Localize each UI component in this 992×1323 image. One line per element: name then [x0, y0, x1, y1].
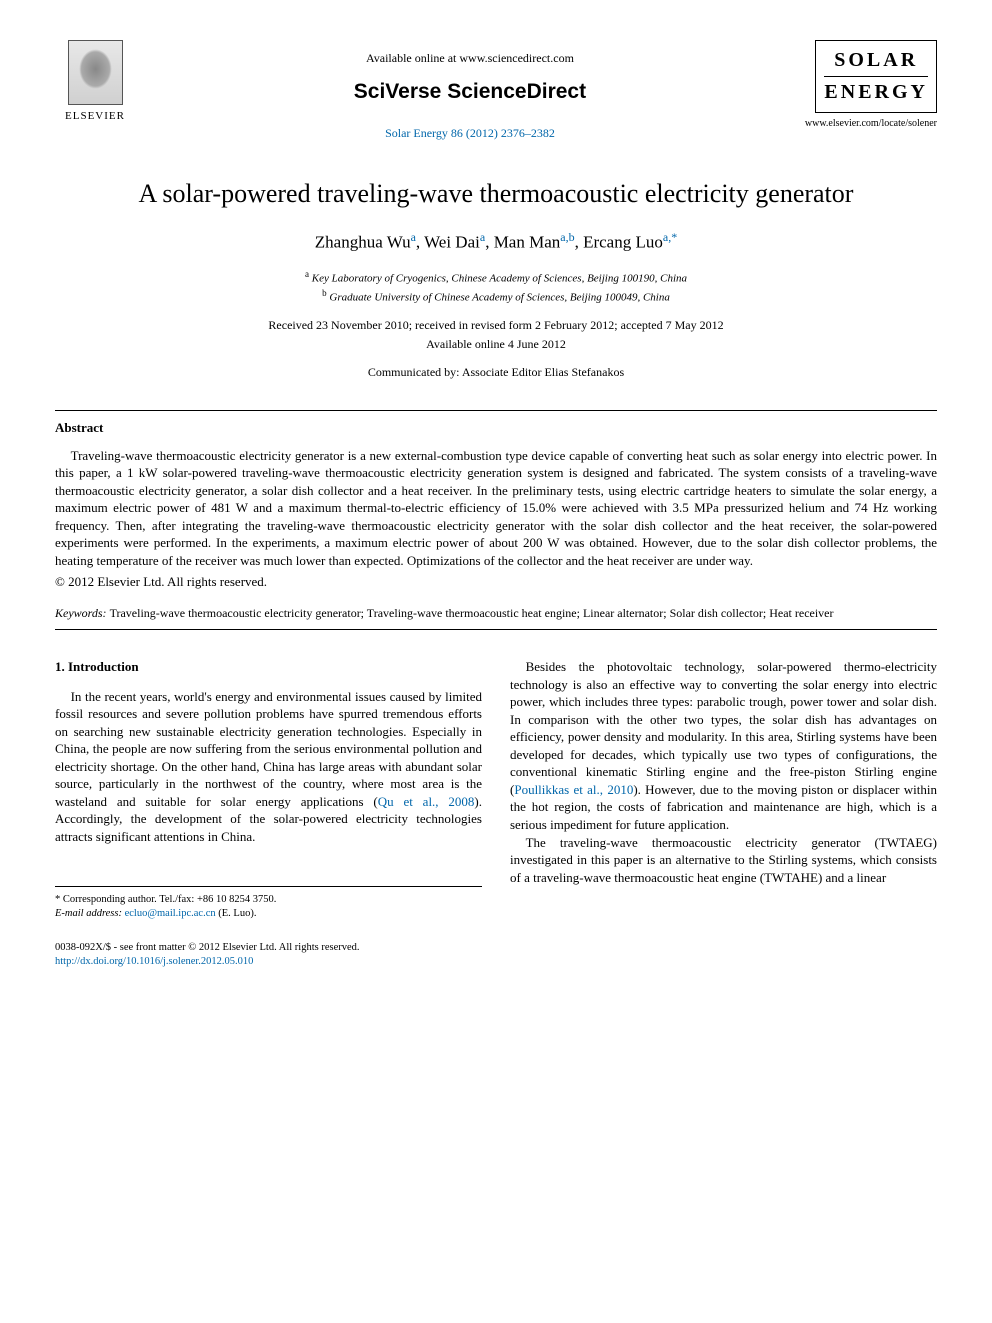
- affil-mark: a: [480, 230, 485, 244]
- keywords-list: Traveling-wave thermoacoustic electricit…: [110, 606, 834, 620]
- affiliation-line: a Key Laboratory of Cryogenics, Chinese …: [55, 268, 937, 287]
- citation-link[interactable]: Qu et al., 2008: [378, 794, 475, 809]
- affil-label: a: [305, 269, 309, 279]
- keywords: Keywords: Traveling-wave thermoacoustic …: [55, 605, 937, 621]
- citation-link[interactable]: Poullikkas et al., 2010: [514, 782, 633, 797]
- received-dates: Received 23 November 2010; received in r…: [55, 317, 937, 333]
- email-name: (E. Luo).: [218, 908, 256, 919]
- elsevier-tree-icon: [68, 40, 123, 105]
- issn-line: 0038-092X/$ - see front matter © 2012 El…: [55, 941, 482, 955]
- publisher-logo: ELSEVIER: [55, 40, 135, 124]
- column-right: Besides the photovoltaic technology, sol…: [510, 658, 937, 969]
- keywords-label: Keywords:: [55, 606, 107, 620]
- abstract-text: Traveling-wave thermoacoustic electricit…: [55, 447, 937, 570]
- body-columns: 1. Introduction In the recent years, wor…: [55, 658, 937, 969]
- journal-logo: SOLAR ENERGY: [815, 40, 937, 113]
- available-online-text: Available online at www.sciencedirect.co…: [135, 50, 805, 66]
- affil-text: Key Laboratory of Cryogenics, Chinese Ac…: [312, 273, 687, 285]
- platform-name: SciVerse ScienceDirect: [135, 78, 805, 106]
- journal-url: www.elsevier.com/locate/solener: [805, 117, 937, 131]
- page-header: ELSEVIER Available online at www.science…: [55, 40, 937, 141]
- email-line: E-mail address: ecluo@mail.ipc.ac.cn (E.…: [55, 907, 482, 921]
- divider: [55, 629, 937, 630]
- journal-box: SOLAR ENERGY www.elsevier.com/locate/sol…: [805, 40, 937, 131]
- affil-mark: a,b: [560, 230, 574, 244]
- article-title: A solar-powered traveling-wave thermoaco…: [55, 176, 937, 211]
- divider: [55, 410, 937, 411]
- affil-text: Graduate University of Chinese Academy o…: [329, 292, 669, 304]
- corresponding-author: * Corresponding author. Tel./fax: +86 10…: [55, 893, 482, 907]
- doi-link[interactable]: http://dx.doi.org/10.1016/j.solener.2012…: [55, 955, 482, 969]
- column-left: 1. Introduction In the recent years, wor…: [55, 658, 482, 969]
- footer-meta: 0038-092X/$ - see front matter © 2012 El…: [55, 941, 482, 969]
- citation-link[interactable]: Solar Energy 86 (2012) 2376–2382: [135, 125, 805, 141]
- author: Ercang Luo: [583, 232, 663, 251]
- publisher-name: ELSEVIER: [55, 109, 135, 124]
- para-text: Besides the photovoltaic technology, sol…: [510, 659, 937, 797]
- affiliation-line: b Graduate University of Chinese Academy…: [55, 287, 937, 306]
- email-label: E-mail address:: [55, 908, 122, 919]
- affil-mark: a: [411, 230, 416, 244]
- email-link[interactable]: ecluo@mail.ipc.ac.cn: [125, 908, 216, 919]
- communicated-by: Communicated by: Associate Editor Elias …: [55, 364, 937, 380]
- body-paragraph: Besides the photovoltaic technology, sol…: [510, 658, 937, 833]
- footnotes: * Corresponding author. Tel./fax: +86 10…: [55, 886, 482, 921]
- abstract-heading: Abstract: [55, 419, 937, 437]
- para-text: In the recent years, world's energy and …: [55, 689, 482, 809]
- affil-label: b: [322, 288, 327, 298]
- journal-title-line1: SOLAR: [824, 47, 928, 77]
- affiliations: a Key Laboratory of Cryogenics, Chinese …: [55, 268, 937, 305]
- author: Wei Dai: [424, 232, 480, 251]
- author: Zhanghua Wu: [315, 232, 411, 251]
- body-paragraph: In the recent years, world's energy and …: [55, 688, 482, 846]
- journal-title-line2: ENERGY: [824, 79, 928, 106]
- authors-line: Zhanghua Wua, Wei Daia, Man Mana,b, Erca…: [55, 229, 937, 255]
- affil-mark: a,*: [663, 230, 677, 244]
- abstract-copyright: © 2012 Elsevier Ltd. All rights reserved…: [55, 573, 937, 591]
- available-online-date: Available online 4 June 2012: [55, 336, 937, 352]
- header-center: Available online at www.sciencedirect.co…: [135, 40, 805, 141]
- author: Man Man: [494, 232, 561, 251]
- section-heading: 1. Introduction: [55, 658, 482, 676]
- body-paragraph: The traveling-wave thermoacoustic electr…: [510, 834, 937, 887]
